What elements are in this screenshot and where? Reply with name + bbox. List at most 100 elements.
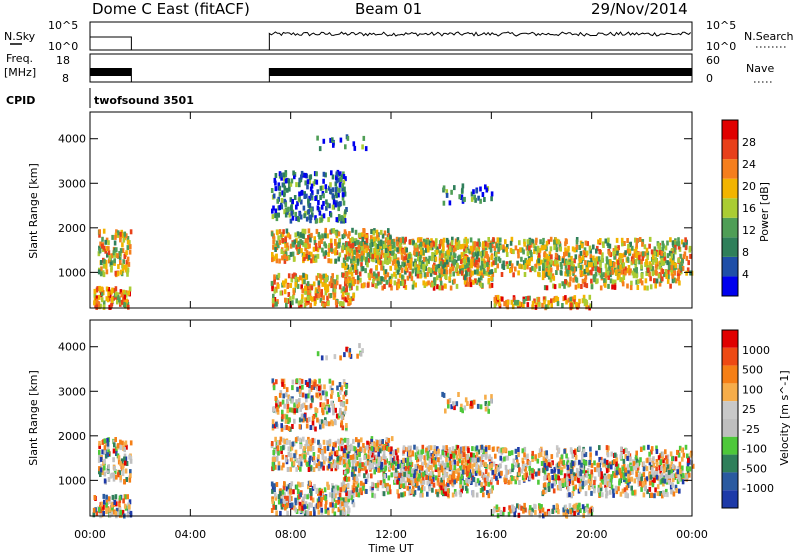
data-cell [115,292,118,297]
data-cell [364,268,367,273]
data-cell [279,186,282,191]
data-cell [384,460,387,465]
data-cell [386,280,389,285]
data-cell [275,254,278,259]
data-cell [461,460,464,465]
data-cell [272,240,275,245]
data-cell [308,209,311,214]
data-cell [272,450,275,455]
data-cell [272,505,275,510]
data-cell [120,232,123,237]
data-cell [327,510,330,515]
data-cell [426,480,429,485]
data-cell [577,283,580,288]
data-cell [420,479,423,484]
data-cell [104,479,107,484]
data-cell [665,245,668,250]
data-cell [499,238,502,243]
data-cell [346,399,349,404]
data-cell [388,475,391,480]
data-cell [300,300,303,305]
data-cell [463,452,466,457]
data-cell [626,238,629,243]
data-cell [353,256,356,261]
data-cell [407,457,410,462]
data-cell [436,492,439,497]
data-cell [274,289,277,294]
data-cell [347,246,350,251]
data-cell [669,284,672,289]
data-cell [121,464,124,469]
data-cell [428,267,431,272]
data-cell [458,255,461,260]
data-cell [417,238,420,243]
data-cell [527,251,530,256]
data-cell [488,445,491,450]
data-cell [338,188,341,193]
data-cell [413,445,416,450]
data-cell [649,264,652,269]
data-cell [105,503,108,508]
data-cell [477,478,480,483]
data-cell [449,246,452,251]
data-cell [632,271,635,276]
data-cell [115,475,118,480]
data-cell [113,442,116,447]
data-cell [564,279,567,284]
data-cell [593,277,596,282]
data-cell [676,450,679,455]
data-cell [335,259,338,264]
data-cell [386,260,389,265]
data-cell [447,463,450,468]
data-cell [120,248,123,253]
data-cell [111,235,114,240]
data-cell [515,462,518,467]
data-cell [674,263,677,268]
data-cell [101,297,104,302]
data-cell [123,238,126,243]
data-cell [127,305,130,310]
data-cell [362,237,365,242]
data-cell [113,500,116,505]
data-cell [360,481,363,486]
data-cell [515,449,518,454]
data-cell [577,505,580,510]
data-cell [619,264,622,269]
data-cell [383,454,386,459]
data-cell [561,303,564,308]
data-cell [601,274,604,279]
data-cell [119,440,122,445]
data-cell [449,269,452,274]
data-cell [672,260,675,265]
data-cell [630,281,633,286]
data-cell [101,237,104,242]
data-cell [342,395,345,400]
data-cell [308,243,311,248]
data-cell [562,258,565,263]
data-cell [124,232,127,237]
data-cell [333,442,336,447]
data-cell [375,273,378,278]
data-cell [273,385,276,390]
data-cell [465,272,468,277]
data-cell [389,266,392,271]
data-cell [298,461,301,466]
data-cell [306,424,309,429]
data-cell [444,491,447,496]
data-cell [298,506,301,511]
data-cell [687,260,690,265]
data-cell [278,205,281,210]
data-cell [347,469,350,474]
data-cell [327,300,330,305]
data-cell [333,493,336,498]
data-cell [297,489,300,494]
data-cell [623,275,626,280]
data-cell [616,238,619,243]
data-cell [304,243,307,248]
data-cell [449,475,452,480]
data-cell [397,494,400,499]
data-cell [277,213,280,218]
data-cell [450,454,453,459]
data-cell [501,297,504,302]
data-cell [671,253,674,258]
